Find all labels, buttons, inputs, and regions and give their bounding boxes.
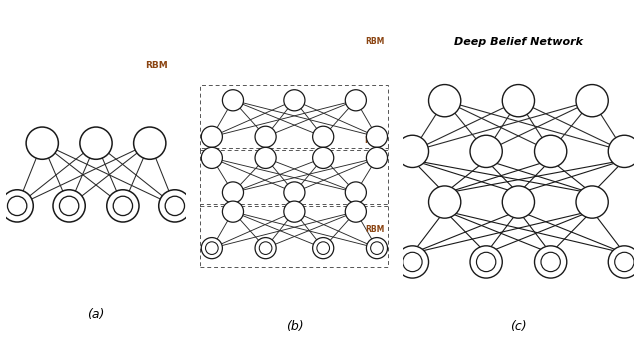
Circle shape [502,186,534,218]
Circle shape [608,246,640,278]
Circle shape [541,252,561,272]
Circle shape [284,201,305,222]
Circle shape [371,242,383,254]
Circle shape [470,246,502,278]
Circle shape [534,135,567,167]
Circle shape [255,126,276,147]
Circle shape [113,196,132,216]
Text: RBM: RBM [365,37,385,46]
Circle shape [396,135,429,167]
Circle shape [312,147,334,168]
Circle shape [608,135,640,167]
Circle shape [107,190,139,222]
Text: (b): (b) [285,320,303,333]
Circle shape [201,238,223,259]
Circle shape [8,196,27,216]
Circle shape [366,147,388,168]
Circle shape [255,238,276,259]
Bar [200,148,388,206]
Circle shape [134,127,166,159]
Circle shape [53,190,85,222]
Circle shape [534,246,567,278]
Circle shape [1,190,33,222]
Circle shape [312,238,334,259]
Circle shape [317,242,330,254]
Circle shape [476,252,496,272]
Circle shape [470,135,502,167]
Circle shape [576,85,608,117]
Text: (a): (a) [87,308,105,321]
Text: Deep Belief Network: Deep Belief Network [454,37,583,47]
Circle shape [614,252,634,272]
Circle shape [403,252,422,272]
Circle shape [255,147,276,168]
Circle shape [284,90,305,111]
Circle shape [201,147,223,168]
Circle shape [396,246,429,278]
Bar [200,204,388,267]
Circle shape [284,182,305,203]
Circle shape [159,190,191,222]
Circle shape [60,196,79,216]
Circle shape [201,126,223,147]
Circle shape [576,186,608,218]
Text: (c): (c) [510,320,527,333]
Circle shape [346,182,367,203]
Circle shape [223,201,244,222]
Circle shape [205,242,218,254]
Circle shape [502,85,534,117]
Circle shape [259,242,272,254]
Text: RDM: RDM [365,136,385,145]
Circle shape [223,90,244,111]
Circle shape [366,126,388,147]
Circle shape [366,238,388,259]
Circle shape [165,196,184,216]
Text: RBM: RBM [365,225,385,234]
Circle shape [26,127,58,159]
Bar [200,85,388,150]
Circle shape [429,186,461,218]
Text: RBM: RBM [145,61,168,70]
Circle shape [223,182,244,203]
Circle shape [346,90,367,111]
Circle shape [312,126,334,147]
Circle shape [429,85,461,117]
Circle shape [346,201,367,222]
Circle shape [80,127,112,159]
